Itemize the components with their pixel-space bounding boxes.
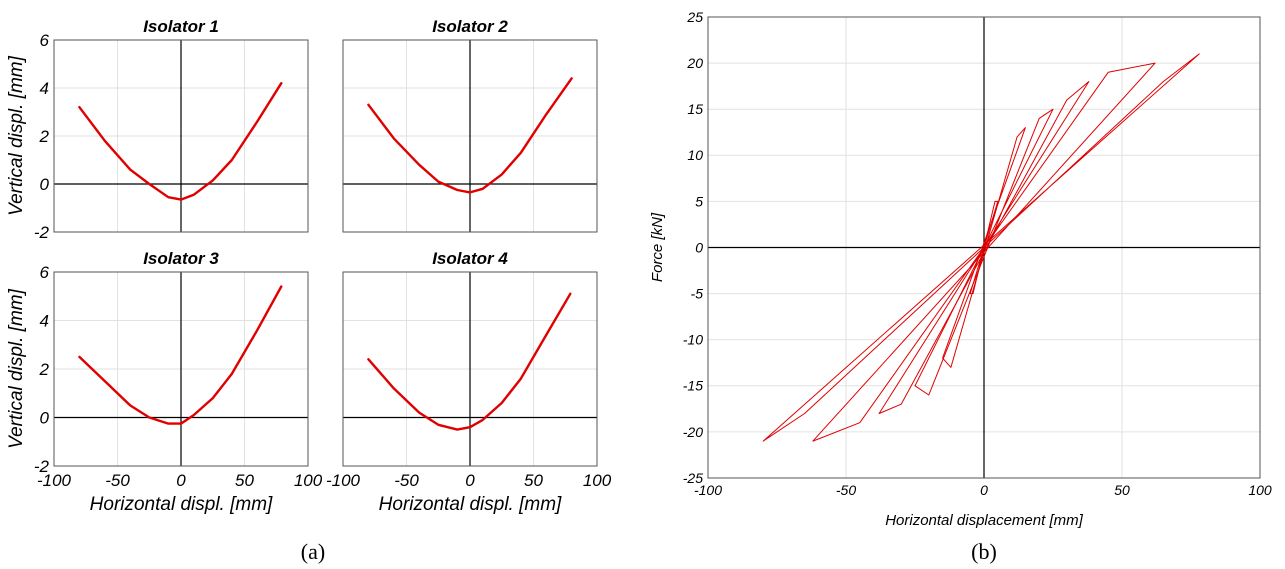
y-tick-label: -2 bbox=[34, 457, 50, 476]
x-tick-label: 0 bbox=[980, 482, 988, 498]
panel-title: Isolator 3 bbox=[143, 249, 219, 268]
y-tick-label: 2 bbox=[39, 360, 50, 379]
y-tick-label: 20 bbox=[686, 55, 703, 71]
y-tick-label: 15 bbox=[687, 101, 703, 117]
caption-b: (b) bbox=[971, 539, 997, 564]
x-tick-label: 50 bbox=[524, 471, 543, 490]
data-curve bbox=[942, 127, 1026, 368]
panel-title: Isolator 4 bbox=[432, 249, 508, 268]
data-curve bbox=[762, 53, 1200, 442]
plot-frame bbox=[342, 39, 598, 233]
y-axis-label: Force [kN] bbox=[649, 212, 666, 282]
y-tick-label: -20 bbox=[683, 424, 703, 440]
isolator-1-panel: -2 0 2 4 6 Isolator 1 Vertical displ. [mm] bbox=[6, 17, 309, 242]
y-tick-label: -10 bbox=[683, 332, 703, 348]
y-tick-label: 6 bbox=[40, 31, 50, 50]
x-tick-label: 100 bbox=[1248, 482, 1272, 498]
x-axis-label: Horizontal displacement [mm] bbox=[885, 512, 1083, 529]
plot-frame bbox=[707, 16, 1261, 479]
x-tick-label: -100 bbox=[326, 471, 361, 490]
panel-title: Isolator 2 bbox=[432, 17, 508, 36]
x-tick-label: 100 bbox=[583, 471, 612, 490]
x-tick-label: -50 bbox=[836, 482, 856, 498]
y-axis-label: Vertical displ. [mm] bbox=[6, 55, 27, 215]
data-curve bbox=[878, 81, 1090, 414]
x-tick-label: -100 bbox=[37, 471, 72, 490]
y-tick-label: -25 bbox=[683, 470, 703, 486]
y-tick-label: 0 bbox=[695, 239, 703, 255]
data-curve bbox=[914, 108, 1054, 396]
y-axis-label: Vertical displ. [mm] bbox=[6, 288, 27, 448]
panel-title: Isolator 1 bbox=[143, 17, 219, 36]
y-tick-label: 5 bbox=[695, 193, 703, 209]
y-tick-label: 2 bbox=[39, 127, 50, 146]
plot-frame bbox=[53, 271, 309, 467]
y-tick-label: 6 bbox=[40, 263, 50, 282]
data-curve bbox=[367, 292, 572, 431]
x-axis-label: Horizontal displ. [mm] bbox=[379, 494, 562, 515]
y-tick-label: 25 bbox=[686, 9, 703, 25]
caption-a: (a) bbox=[301, 539, 325, 564]
x-tick-label: 50 bbox=[235, 471, 254, 490]
isolator-4-panel: -100 -50 0 50 100 Isolator 4 Horizontal displ.… bbox=[326, 249, 612, 515]
x-tick-label: 0 bbox=[465, 471, 475, 490]
x-tick-label: 100 bbox=[294, 471, 323, 490]
y-tick-label: -15 bbox=[683, 378, 703, 394]
data-curve bbox=[78, 82, 283, 201]
isolator-2-panel: Isolator 2 bbox=[342, 17, 598, 233]
y-tick-label: -2 bbox=[34, 223, 50, 242]
x-tick-label: -50 bbox=[394, 471, 419, 490]
plot-frame bbox=[342, 271, 598, 467]
y-tick-label: 4 bbox=[40, 311, 49, 330]
x-tick-label: 0 bbox=[176, 471, 186, 490]
y-tick-label: 0 bbox=[40, 408, 50, 427]
plot-frame bbox=[53, 39, 309, 233]
y-tick-label: 4 bbox=[40, 79, 49, 98]
x-axis-label: Horizontal displ. [mm] bbox=[90, 494, 273, 515]
data-curve bbox=[812, 62, 1156, 442]
x-tick-label: -100 bbox=[694, 482, 722, 498]
x-tick-label: 50 bbox=[1114, 482, 1130, 498]
isolator-3-panel: -100 -50 0 50 100 -2 0 2 4 6 Isolator 3 Vertical di… bbox=[6, 249, 323, 515]
data-curve bbox=[367, 77, 573, 194]
x-tick-label: -50 bbox=[105, 471, 130, 490]
y-tick-label: -5 bbox=[691, 286, 704, 302]
force-displacement-panel: -100 -50 0 50 100-25-20-15-10-50510152025For… bbox=[649, 9, 1272, 529]
data-curve bbox=[78, 285, 283, 425]
y-tick-label: 0 bbox=[40, 175, 50, 194]
y-tick-label: 10 bbox=[687, 147, 703, 163]
